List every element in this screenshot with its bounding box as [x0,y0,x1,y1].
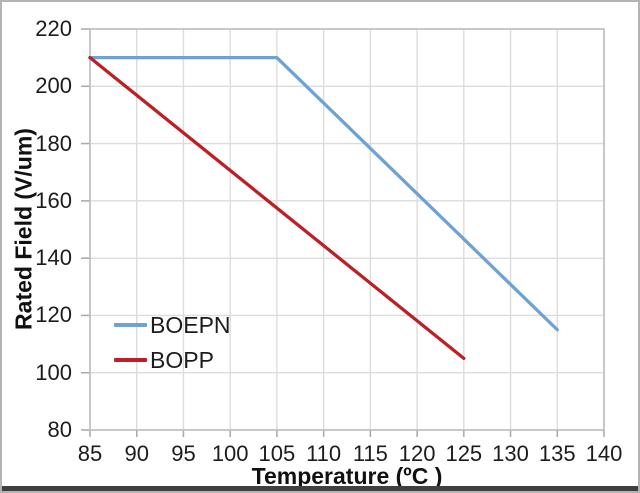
y-tick-label: 80 [47,417,72,442]
x-tick-label: 120 [398,441,436,466]
legend-item-boepn: BOEPN [114,311,231,339]
y-tick-label: 180 [35,130,72,156]
y-tick-label: 120 [35,302,72,328]
y-tick-label: 100 [35,359,72,385]
legend-label: BOPP [150,346,214,373]
plot-border [89,28,605,431]
x-tick-label: 90 [124,441,149,466]
x-tick-label: 105 [258,441,296,466]
legend-label: BOEPN [150,311,231,338]
legend-item-bopp: BOPP [114,346,231,374]
y-tick-label: 160 [35,187,72,213]
bottom-border-bar [2,486,638,491]
x-tick-label: 125 [445,441,483,466]
plot-area [81,28,605,437]
x-tick-label: 110 [306,441,342,466]
x-tick-label: 100 [211,441,249,466]
series-line-bopp [88,55,466,361]
series-line-boepn [88,55,559,332]
y-tick-label: 220 [35,16,72,41]
x-tick-label: 140 [585,441,623,466]
y-tick-label: 140 [35,245,72,271]
x-tick-label: 135 [538,441,576,466]
legend-marker-bopp [114,358,147,362]
x-tick-label: 130 [492,441,529,466]
y-axis-title: Rated Field (V/um) [10,128,37,330]
x-tick-label: 115 [352,441,388,466]
y-tick-label: 200 [35,73,72,99]
x-tick-label: 95 [171,441,196,466]
legend: BOEPN BOPP [114,311,231,381]
x-tick-label: 85 [77,441,103,466]
x-axis-title: Temperature (ºC ) [251,463,443,489]
legend-marker-boepn [114,323,147,327]
